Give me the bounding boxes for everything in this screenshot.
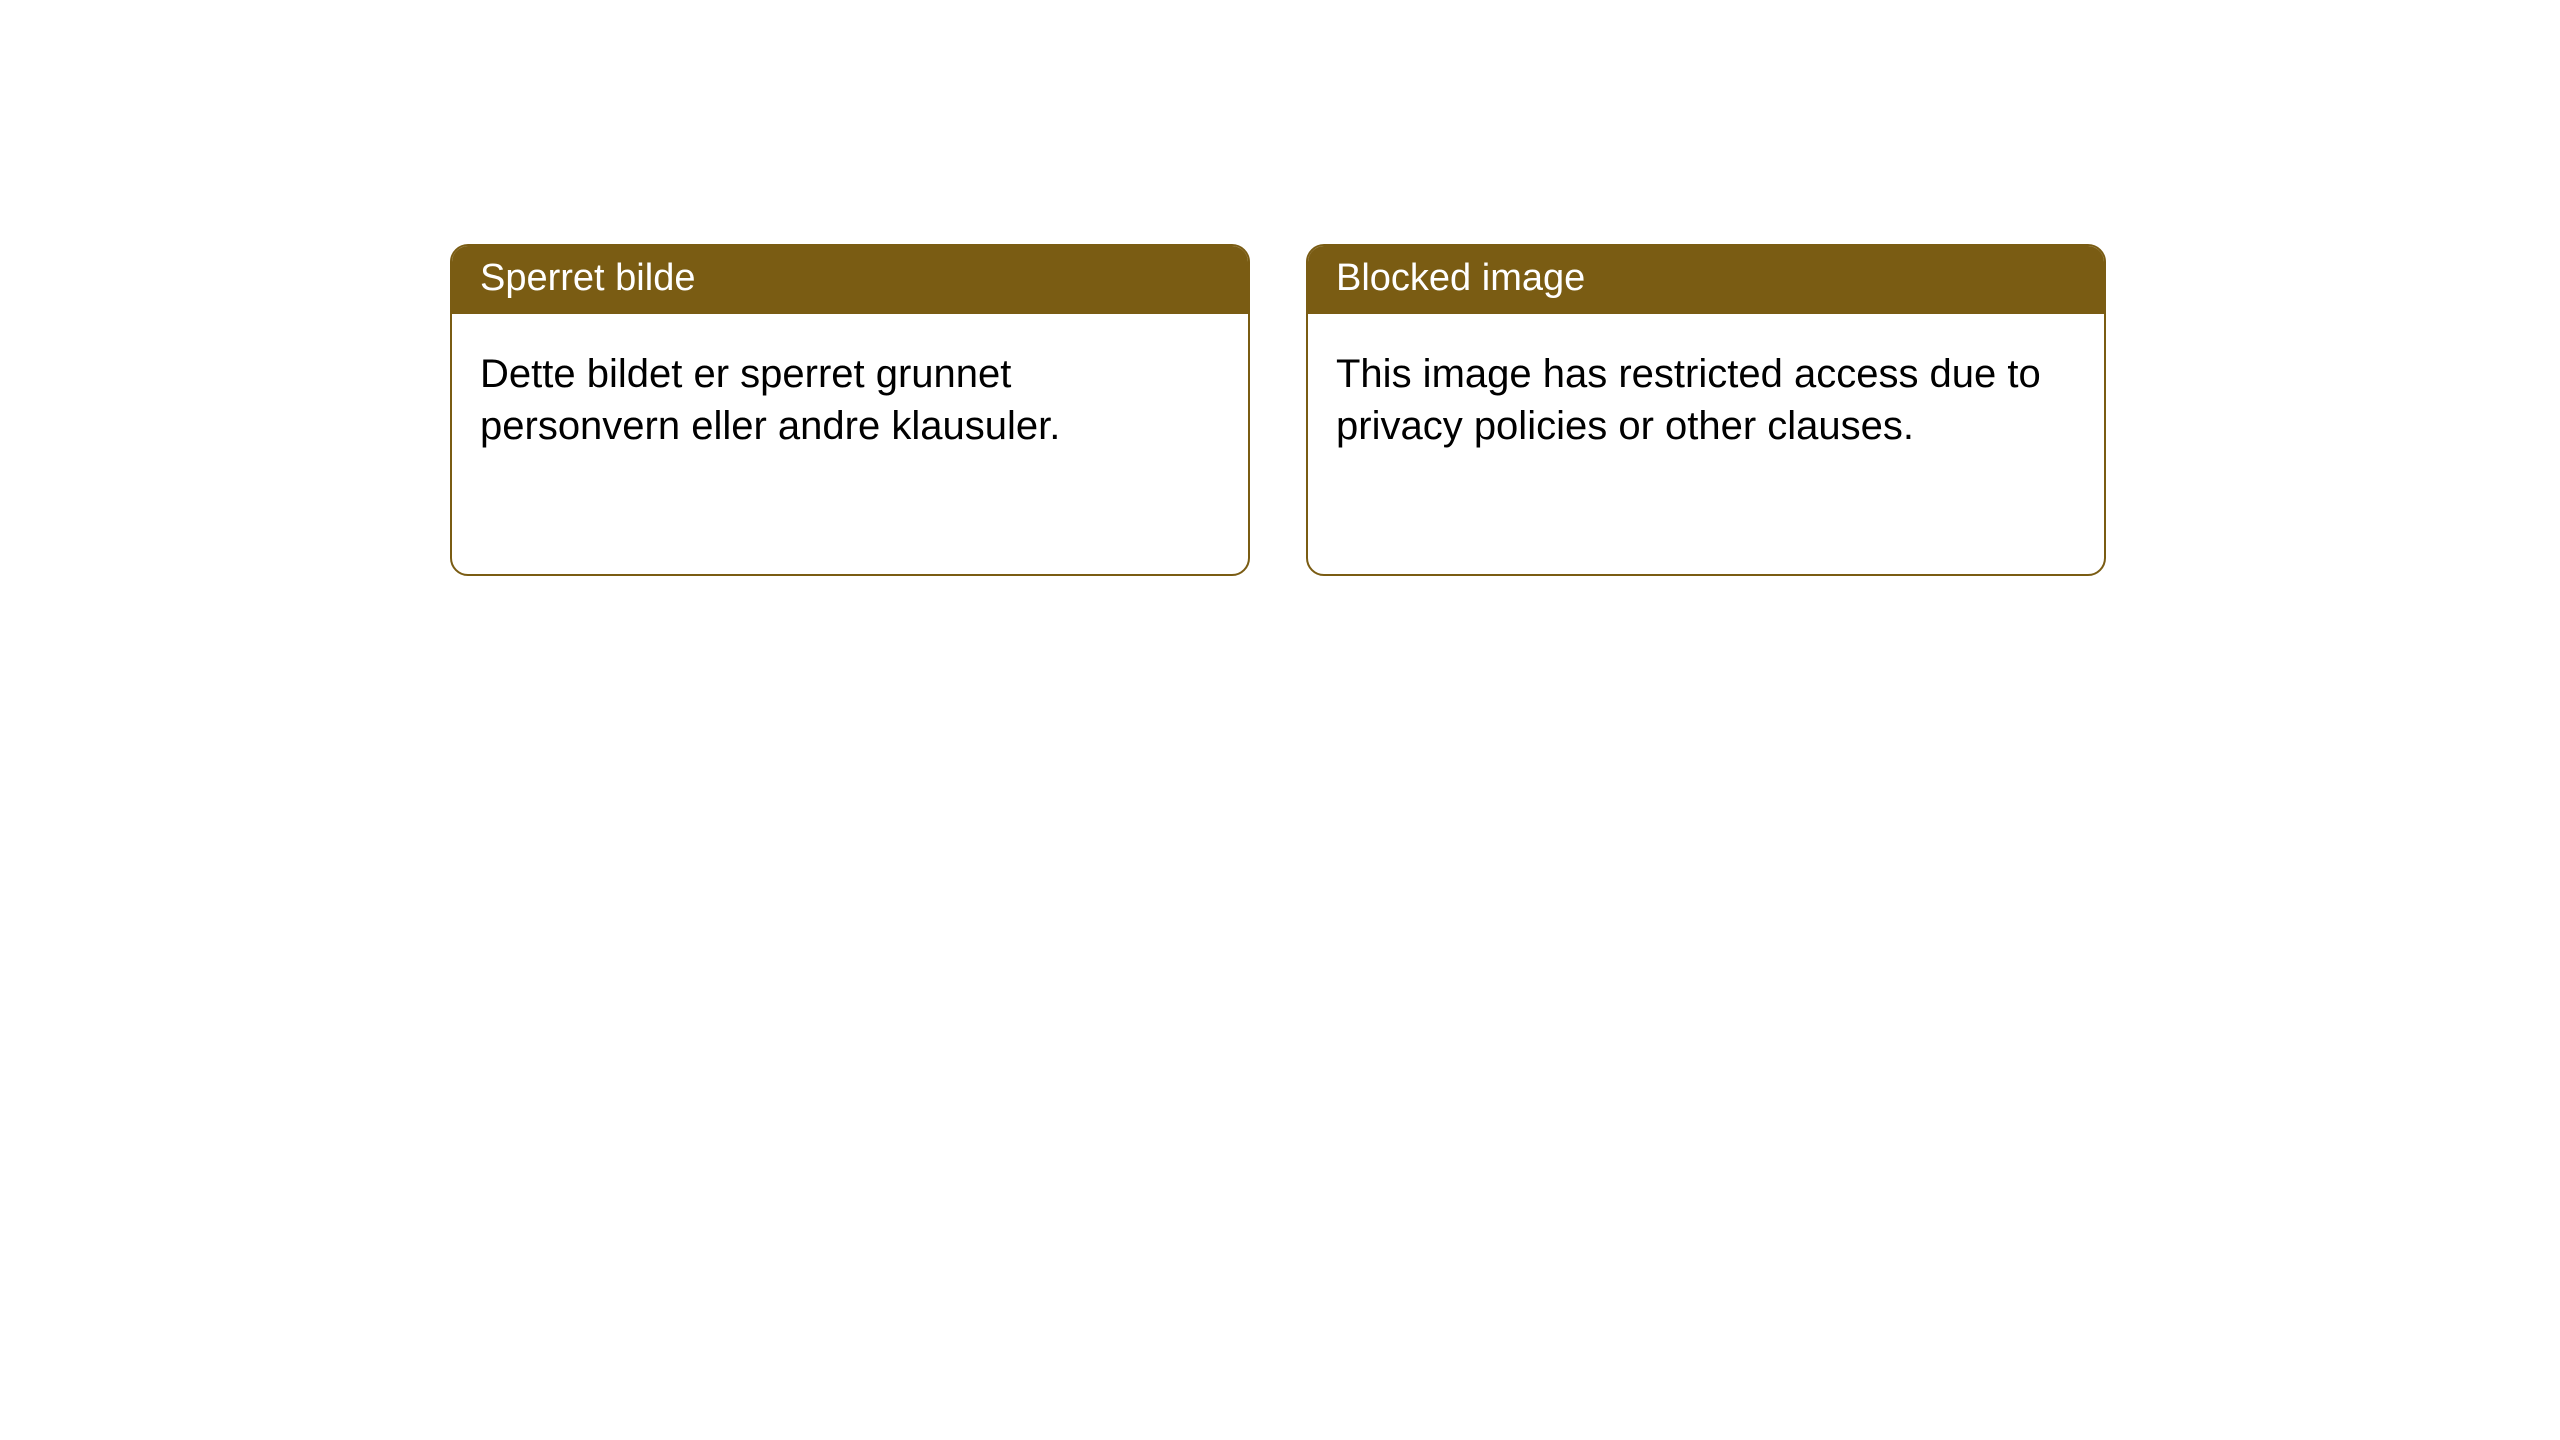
notice-body: Dette bildet er sperret grunnet personve… bbox=[452, 314, 1248, 480]
notice-card-english: Blocked image This image has restricted … bbox=[1306, 244, 2106, 576]
notice-header: Blocked image bbox=[1308, 246, 2104, 314]
notice-body: This image has restricted access due to … bbox=[1308, 314, 2104, 480]
notice-container: Sperret bilde Dette bildet er sperret gr… bbox=[0, 0, 2560, 576]
notice-card-norwegian: Sperret bilde Dette bildet er sperret gr… bbox=[450, 244, 1250, 576]
notice-header: Sperret bilde bbox=[452, 246, 1248, 314]
